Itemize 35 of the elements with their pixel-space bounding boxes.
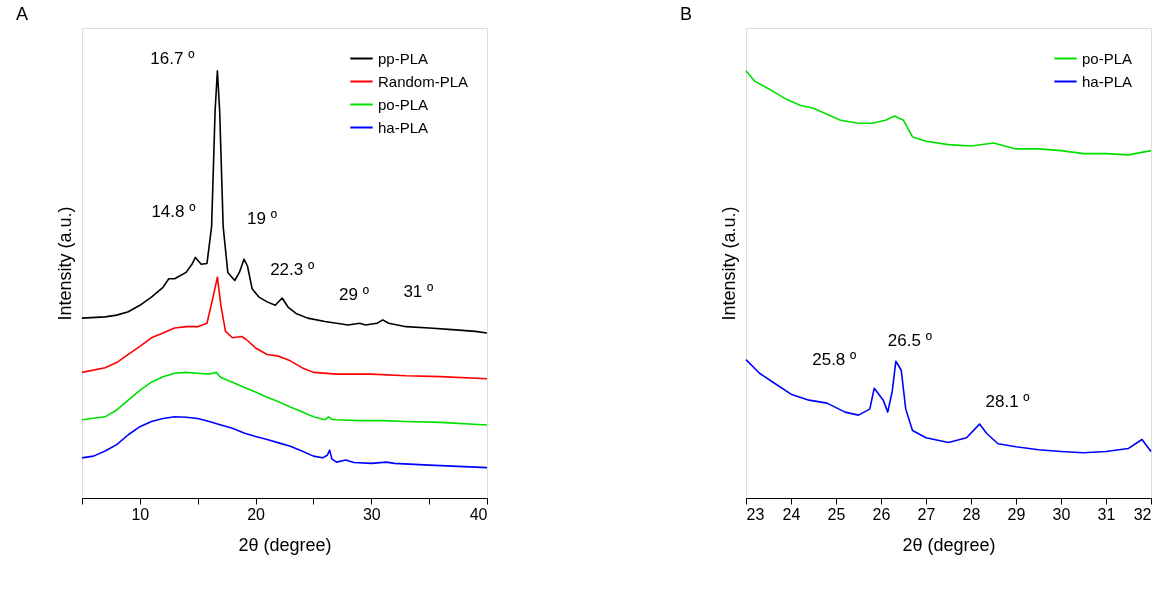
annotation: 29 º [339, 285, 369, 305]
chart-title: A [16, 4, 29, 24]
legend-label: po-PLA [1082, 49, 1133, 67]
y-axis-title: Intensity (a.u.) [718, 206, 739, 321]
x-tick-label: 30 [362, 505, 381, 523]
legend-label: Random-PLA [378, 72, 469, 90]
x-tick-label: 28 [962, 505, 981, 523]
annotation: 16.7 º [150, 48, 195, 68]
x-tick-label: 25 [827, 505, 846, 523]
x-tick-label: 24 [782, 505, 801, 523]
x-tick-label: 23 [746, 505, 765, 523]
annotation: 26.5 º [887, 331, 932, 351]
legend-label: pp-PLA [378, 49, 429, 67]
x-tick-label: 31 [1097, 505, 1116, 523]
x-tick-label: 26 [872, 505, 891, 523]
y-axis-title: Intensity (a.u.) [54, 206, 75, 321]
chart-title: B [680, 4, 693, 24]
annotation: 22.3 º [270, 260, 315, 280]
x-axis-title: 2θ (degree) [902, 534, 996, 555]
annotation: 28.1 º [985, 392, 1030, 412]
x-tick-label: 40 [469, 505, 488, 523]
x-tick-label: 29 [1007, 505, 1026, 523]
x-tick-label: 27 [917, 505, 936, 523]
legend-label: ha-PLA [378, 118, 429, 136]
x-tick-label: 32 [1133, 505, 1152, 523]
x-tick-label: 30 [1052, 505, 1071, 523]
annotation: 25.8 º [812, 350, 857, 370]
x-tick-label: 10 [131, 505, 150, 523]
legend-label: ha-PLA [1082, 72, 1133, 90]
legend-label: po-PLA [378, 95, 429, 113]
annotation: 31 º [403, 281, 434, 301]
x-tick-label: 20 [247, 505, 266, 523]
x-axis-title: 2θ (degree) [238, 534, 332, 555]
annotation: 14.8 º [151, 202, 196, 222]
annotation: 19 º [247, 209, 277, 229]
